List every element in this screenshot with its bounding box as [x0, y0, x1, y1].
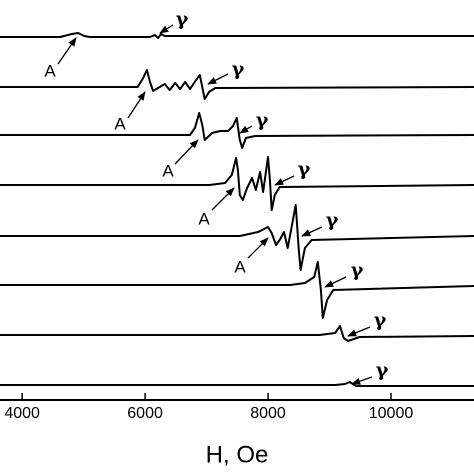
trace	[0, 381, 474, 387]
annotation-arrow	[239, 125, 253, 134]
annotation-arrow	[347, 326, 371, 337]
annotation-arrow	[159, 24, 174, 34]
annotation: γ	[298, 158, 311, 180]
x-tick-label: 4000	[4, 405, 40, 422]
trace	[0, 69, 474, 100]
trace	[0, 204, 474, 271]
annotation-arrow	[211, 187, 235, 211]
annotation: γ	[232, 58, 245, 80]
annotation: γ	[256, 109, 269, 131]
annotation: γ	[176, 8, 189, 30]
x-axis-label: H, Oe	[206, 441, 269, 468]
annotation: γ	[351, 259, 364, 281]
annotation-arrow	[57, 37, 77, 65]
annotation-arrow	[324, 276, 347, 288]
annotation: A	[234, 257, 246, 276]
annotation-arrow	[174, 139, 199, 165]
annotation-arrow	[274, 175, 295, 186]
x-tick-label: 10000	[369, 405, 414, 422]
annotation: A	[162, 161, 174, 180]
annotation: A	[198, 209, 210, 228]
annotation: A	[114, 114, 126, 133]
trace	[0, 112, 474, 149]
annotation-arrow	[247, 237, 269, 259]
trace	[0, 261, 474, 319]
annotation: γ	[374, 309, 387, 331]
annotation: A	[44, 61, 56, 80]
trace	[0, 325, 474, 342]
annotation-arrow	[301, 226, 323, 237]
annotation-arrow	[351, 376, 373, 385]
annotation: γ	[376, 359, 389, 381]
x-tick-label: 6000	[127, 405, 163, 422]
trace	[0, 32, 474, 39]
annotation-arrow	[127, 91, 146, 119]
trace	[0, 156, 474, 211]
x-tick-label: 8000	[250, 405, 286, 422]
annotation-arrow	[207, 73, 229, 85]
annotation: γ	[326, 209, 339, 231]
